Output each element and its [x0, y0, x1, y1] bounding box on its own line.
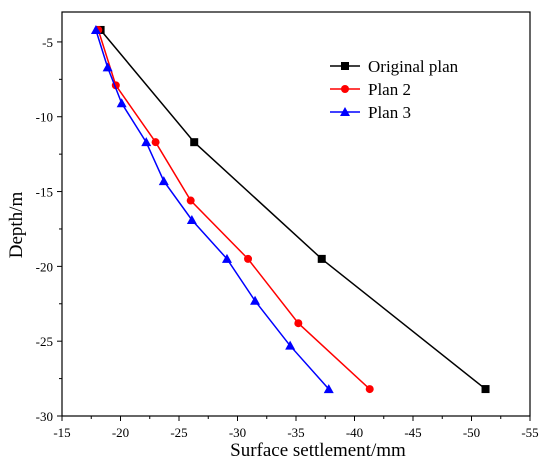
legend-label: Plan 3	[368, 103, 411, 122]
legend-marker	[340, 107, 350, 116]
y-axis-title: Depth/m	[6, 192, 27, 259]
legend-label: Original plan	[368, 57, 459, 76]
legend-item-plan-3: Plan 3	[330, 103, 411, 122]
data-point-plan-2	[365, 385, 374, 394]
x-axis: -15 -20 -25 -30 -35 -40 -45 -50 -55	[53, 416, 539, 440]
data-point-plan-3	[90, 24, 101, 34]
data-point-plan-3	[250, 295, 261, 305]
x-tick-label: -20	[112, 425, 129, 440]
legend-marker	[341, 62, 349, 70]
x-tick-label: -55	[521, 425, 538, 440]
x-tick-label: -35	[287, 425, 304, 440]
legend-item-original-plan: Original plan	[330, 57, 459, 76]
data-point-original-plan	[481, 385, 490, 394]
y-tick-label: -5	[42, 35, 53, 50]
series-plan-3	[90, 24, 334, 394]
series-original-plan	[96, 25, 490, 394]
legend-marker	[341, 85, 349, 93]
y-tick-label: -20	[36, 259, 53, 274]
series-layer	[90, 24, 490, 394]
data-point-plan-3	[141, 137, 152, 147]
legend-item-plan-2: Plan 2	[330, 80, 411, 99]
data-point-plan-2	[186, 196, 195, 205]
y-tick-label: -30	[36, 409, 53, 424]
y-axis: -5 -10 -15 -20 -25 -30	[36, 35, 62, 424]
x-tick-label: -30	[229, 425, 246, 440]
series-plan-2	[94, 25, 374, 394]
data-point-plan-3	[102, 62, 113, 72]
y-tick-label: -25	[36, 334, 53, 349]
data-point-original-plan	[190, 138, 199, 147]
series-line-plan-3	[95, 29, 330, 390]
y-tick-label: -15	[36, 185, 53, 200]
x-tick-label: -40	[346, 425, 363, 440]
data-point-plan-3	[285, 340, 296, 350]
data-point-plan-3	[158, 176, 169, 186]
x-tick-label: -15	[53, 425, 70, 440]
legend-label: Plan 2	[368, 80, 411, 99]
x-tick-label: -25	[170, 425, 187, 440]
series-line-plan-2	[97, 29, 371, 390]
y-tick-label: -10	[36, 110, 53, 125]
data-point-plan-2	[151, 138, 160, 147]
data-point-plan-3	[186, 214, 197, 224]
x-tick-label: -45	[404, 425, 421, 440]
data-point-plan-3	[221, 253, 232, 263]
data-point-plan-3	[323, 384, 334, 394]
data-point-plan-2	[244, 254, 253, 263]
series-line-original-plan	[100, 29, 486, 390]
data-point-original-plan	[317, 254, 326, 263]
plot-frame	[61, 11, 531, 417]
legend: Original plan Plan 2 Plan 3	[330, 57, 459, 122]
data-point-plan-3	[116, 98, 127, 108]
plot-area	[61, 11, 531, 417]
x-tick-label: -50	[463, 425, 480, 440]
data-point-plan-2	[294, 319, 303, 328]
x-axis-title: Surface settlement/mm	[230, 440, 406, 461]
